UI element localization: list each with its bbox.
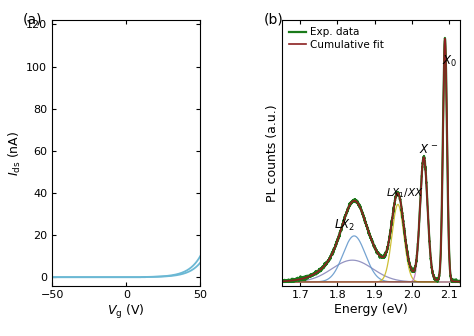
Text: (b): (b): [264, 12, 284, 26]
Cumulative fit: [442, 37, 448, 41]
Exp. data: [280, 280, 286, 284]
X-axis label: $V_{\mathrm{g}}$ (V): $V_{\mathrm{g}}$ (V): [108, 303, 145, 321]
Exp. data: [452, 280, 457, 284]
Exp. data: [419, 168, 425, 172]
Exp. data: [442, 36, 448, 40]
Exp. data: [288, 279, 294, 283]
Exp. data: [365, 230, 371, 234]
Y-axis label: PL counts (a.u.): PL counts (a.u.): [266, 104, 279, 202]
Cumulative fit: [365, 229, 371, 233]
Cumulative fit: [279, 279, 285, 283]
Cumulative fit: [361, 215, 366, 219]
Line: Cumulative fit: Cumulative fit: [282, 39, 460, 282]
Text: $LX_2$: $LX_2$: [334, 218, 355, 234]
Exp. data: [279, 279, 285, 283]
Y-axis label: $I_{\mathrm{ds}}$ (nA): $I_{\mathrm{ds}}$ (nA): [7, 130, 23, 175]
Cumulative fit: [288, 279, 294, 283]
Cumulative fit: [457, 280, 463, 284]
Text: $X_0$: $X_0$: [442, 53, 457, 69]
Cumulative fit: [452, 280, 457, 284]
Exp. data: [457, 280, 463, 284]
Line: Exp. data: Exp. data: [282, 38, 460, 282]
Text: (a): (a): [22, 12, 42, 26]
X-axis label: Energy (eV): Energy (eV): [334, 303, 408, 316]
Exp. data: [452, 279, 457, 283]
Exp. data: [361, 214, 366, 218]
Legend: Exp. data, Cumulative fit: Exp. data, Cumulative fit: [287, 26, 386, 52]
Text: $X^-$: $X^-$: [419, 143, 438, 156]
Cumulative fit: [452, 280, 457, 284]
Cumulative fit: [419, 169, 425, 173]
Text: $LX_1/XX$: $LX_1/XX$: [386, 186, 423, 200]
